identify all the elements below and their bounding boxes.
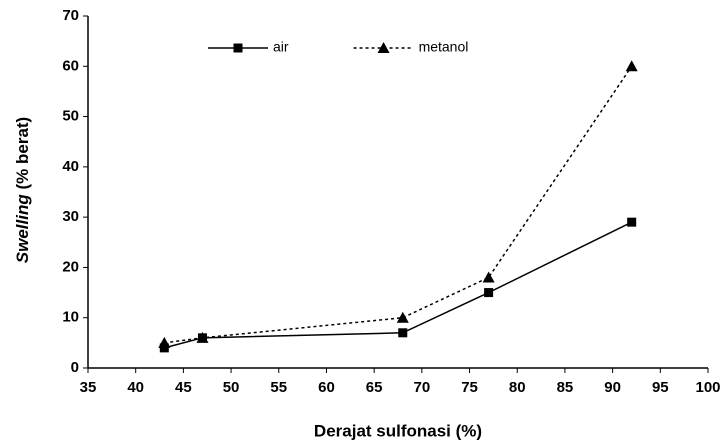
series-line	[164, 221, 633, 349]
marker	[625, 60, 638, 72]
y-tick-label: 70	[62, 7, 79, 24]
x-tick-label: 50	[223, 379, 240, 396]
x-tick-label: 45	[175, 379, 192, 396]
marker	[627, 217, 637, 227]
marker	[196, 331, 209, 343]
marker	[484, 288, 494, 298]
marker	[398, 328, 408, 338]
y-tick-label: 20	[62, 258, 79, 275]
y-tick-label: 10	[62, 309, 79, 326]
y-tick-label: 30	[62, 208, 79, 225]
x-tick-label: 75	[461, 379, 478, 396]
x-tick-label: 70	[414, 379, 431, 396]
marker	[396, 311, 409, 323]
legend-label: metanol	[419, 39, 469, 55]
x-tick-label: 100	[695, 379, 720, 396]
y-axis-title: Swelling (% berat)	[13, 117, 32, 263]
x-axis-title: Derajat sulfonasi (%)	[314, 421, 482, 440]
x-tick-label: 55	[270, 379, 287, 396]
x-tick-label: 80	[509, 379, 526, 396]
marker	[158, 336, 171, 348]
y-tick-label: 50	[62, 108, 79, 125]
x-tick-label: 65	[366, 379, 383, 396]
legend-marker	[233, 43, 243, 53]
x-tick-label: 60	[318, 379, 335, 396]
series-line	[164, 65, 633, 344]
legend-label: air	[273, 39, 289, 55]
y-tick-label: 60	[62, 57, 79, 74]
marker	[482, 271, 495, 283]
legend-marker	[377, 42, 390, 53]
x-tick-label: 85	[557, 379, 574, 396]
y-axis-title-italic: Swelling	[13, 194, 32, 264]
y-axis-title-rest: (% berat)	[13, 117, 32, 190]
x-tick-label: 90	[604, 379, 621, 396]
y-tick-label: 0	[71, 359, 79, 376]
x-tick-label: 40	[127, 379, 144, 396]
x-tick-label: 35	[80, 379, 97, 396]
x-tick-label: 95	[652, 379, 669, 396]
marker	[159, 343, 169, 353]
y-tick-label: 40	[62, 158, 79, 175]
